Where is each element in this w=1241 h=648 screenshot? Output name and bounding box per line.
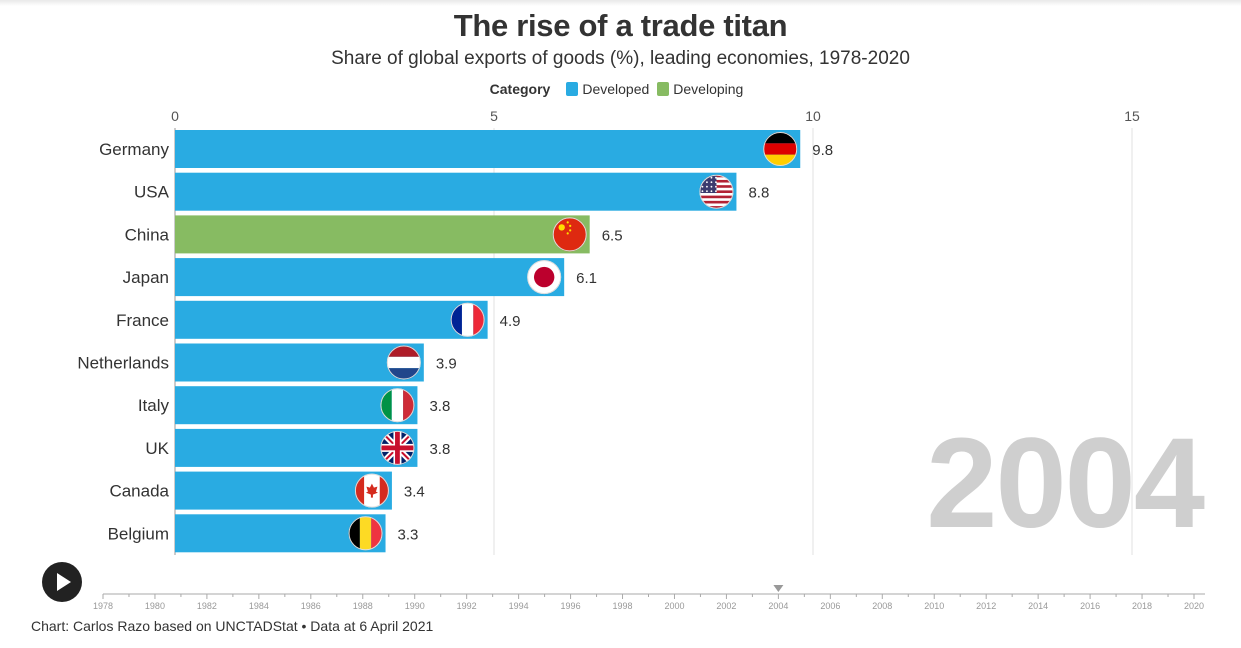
value-label: 8.8 bbox=[748, 185, 769, 202]
timeline-label: 2008 bbox=[872, 601, 892, 611]
play-icon bbox=[57, 573, 71, 591]
timeline-label: 2002 bbox=[716, 601, 736, 611]
timeline-label: 1980 bbox=[145, 601, 165, 611]
legend-label-developed: Developed bbox=[582, 81, 650, 97]
bar-row: UK 3.8 bbox=[145, 428, 450, 467]
timeline-marker[interactable] bbox=[773, 585, 784, 592]
timeline-label: 1990 bbox=[405, 601, 425, 611]
play-button[interactable] bbox=[42, 562, 82, 602]
value-label: 4.9 bbox=[500, 313, 521, 330]
category-label: Germany bbox=[99, 140, 169, 159]
value-label: 3.4 bbox=[404, 484, 425, 501]
value-label: 3.9 bbox=[436, 356, 457, 373]
top-border bbox=[0, 0, 1241, 6]
timeline-label: 1994 bbox=[509, 601, 529, 611]
bar-row: USA 8.8 bbox=[134, 172, 769, 211]
value-label: 3.8 bbox=[429, 398, 450, 415]
x-tick-label: 10 bbox=[805, 108, 821, 124]
bar-chart: 0 5 10 15 Germany 9.8 USA 8.8 China 6.5 Japan 6.1 Fr… bbox=[77, 108, 1140, 555]
footer-credit: Chart: Carlos Razo based on UNCTADStat •… bbox=[31, 618, 434, 634]
timeline-label: 2004 bbox=[768, 601, 788, 611]
value-label: 3.3 bbox=[398, 526, 419, 543]
bar-row: Belgium 3.3 bbox=[108, 514, 419, 553]
timeline-label: 2010 bbox=[924, 601, 944, 611]
timeline-label: 2016 bbox=[1080, 601, 1100, 611]
bar-row: Japan 6.1 bbox=[123, 258, 597, 297]
legend-swatch-developing bbox=[657, 82, 670, 96]
bar-row: France 4.9 bbox=[116, 300, 521, 339]
bar-row: Netherlands 3.9 bbox=[77, 343, 457, 382]
timeline-label: 1996 bbox=[561, 601, 581, 611]
timeline-label: 1998 bbox=[613, 601, 633, 611]
value-label: 6.5 bbox=[602, 227, 623, 244]
germany-flag-icon bbox=[763, 132, 798, 166]
chart-title: The rise of a trade titan bbox=[453, 8, 788, 43]
category-label: Italy bbox=[138, 396, 170, 415]
timeline-label: 2000 bbox=[664, 601, 684, 611]
timeline-label: 2018 bbox=[1132, 601, 1152, 611]
category-label: Belgium bbox=[108, 524, 169, 543]
value-label: 6.1 bbox=[576, 270, 597, 287]
legend-item-developed[interactable]: Developed bbox=[566, 81, 649, 97]
category-label: USA bbox=[134, 183, 170, 202]
x-tick-label: 15 bbox=[1124, 108, 1140, 124]
timeline-label: 1986 bbox=[301, 601, 321, 611]
legend-label-developing: Developing bbox=[673, 81, 744, 97]
category-label: France bbox=[116, 311, 169, 330]
bar-china[interactable] bbox=[175, 215, 590, 254]
timeline-slider[interactable]: 1978 1980 1982 1984 1986 1988 1990 1992 1994 1996… bbox=[0, 580, 1241, 614]
timeline-label: 2012 bbox=[976, 601, 996, 611]
timeline-label: 1988 bbox=[353, 601, 373, 611]
bar-italy[interactable] bbox=[175, 386, 418, 425]
bar-uk[interactable] bbox=[175, 428, 418, 467]
bar-japan[interactable] bbox=[175, 258, 565, 297]
bar-germany[interactable] bbox=[175, 130, 801, 168]
timeline-label: 2014 bbox=[1028, 601, 1048, 611]
legend: Category Developed Developing bbox=[0, 81, 1241, 97]
timeline-label: 1984 bbox=[249, 601, 269, 611]
x-tick-label: 5 bbox=[490, 108, 498, 124]
timeline-label: 2020 bbox=[1184, 601, 1204, 611]
current-year-display: 2004 bbox=[926, 412, 1205, 555]
category-label: Canada bbox=[109, 482, 169, 501]
bar-row: China 6.5 bbox=[125, 215, 623, 254]
bar-france[interactable] bbox=[175, 300, 488, 339]
timeline-label: 2006 bbox=[820, 601, 840, 611]
bar-row: Italy 3.8 bbox=[138, 386, 450, 425]
category-label: Japan bbox=[123, 268, 169, 287]
bar-usa[interactable] bbox=[175, 172, 737, 211]
france-flag-icon bbox=[450, 302, 485, 337]
chart-subtitle: Share of global exports of goods (%), le… bbox=[331, 48, 910, 69]
category-label: Netherlands bbox=[77, 354, 169, 373]
legend-swatch-developed bbox=[566, 82, 579, 96]
value-label: 3.8 bbox=[429, 441, 450, 458]
bar-row: Canada 3.4 bbox=[109, 471, 425, 510]
bar-netherlands[interactable] bbox=[175, 343, 424, 382]
x-tick-label: 0 bbox=[171, 108, 179, 124]
category-label: UK bbox=[145, 439, 169, 458]
legend-item-developing[interactable]: Developing bbox=[657, 81, 743, 97]
legend-title: Category bbox=[489, 81, 551, 97]
netherlands-flag-icon bbox=[386, 345, 421, 380]
bar-row: Germany 9.8 bbox=[99, 130, 833, 168]
usa-flag-icon bbox=[699, 174, 734, 209]
italy-flag-icon bbox=[380, 388, 415, 423]
timeline-label: 1982 bbox=[197, 601, 217, 611]
timeline-label: 1978 bbox=[93, 601, 113, 611]
category-label: China bbox=[125, 225, 170, 244]
belgium-flag-icon bbox=[348, 516, 383, 551]
timeline-label: 1992 bbox=[457, 601, 477, 611]
value-label: 9.8 bbox=[812, 142, 833, 159]
